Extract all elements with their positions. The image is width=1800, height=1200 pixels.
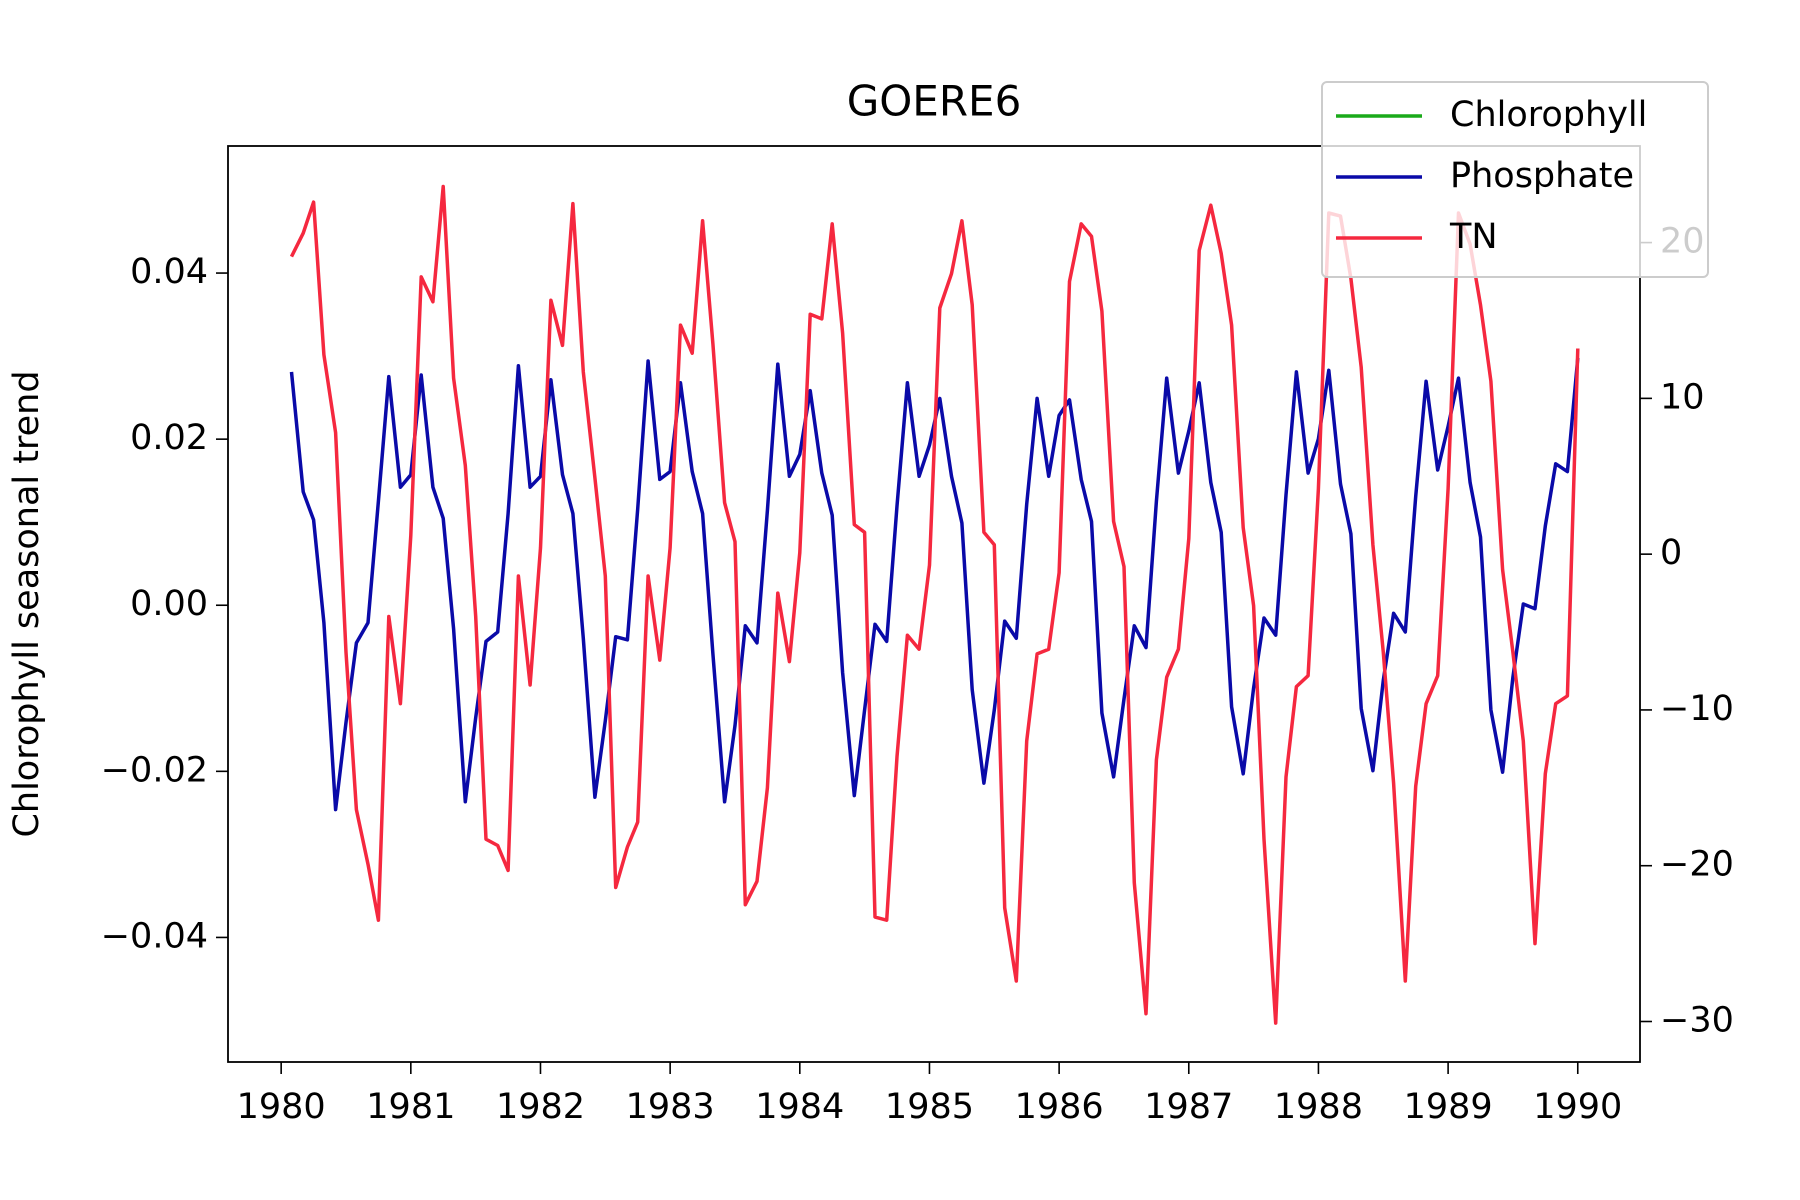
chart-title: GOERE6 xyxy=(847,77,1022,126)
y2-tick-label: −30 xyxy=(1660,1000,1734,1040)
x-tick-label: 1980 xyxy=(237,1087,326,1127)
legend-label: TN xyxy=(1449,217,1498,257)
x-tick-label: 1984 xyxy=(755,1087,844,1127)
y-tick-label: 0.00 xyxy=(130,584,208,624)
plot-frame xyxy=(227,145,1641,1063)
y-tick-label: 0.04 xyxy=(130,252,208,292)
x-tick-label: 1982 xyxy=(496,1087,585,1127)
y2-tick-label: −10 xyxy=(1660,689,1734,729)
x-tick-label: 1988 xyxy=(1274,1087,1363,1127)
legend-label: Chlorophyll xyxy=(1450,95,1647,135)
x-tick-label: 1987 xyxy=(1144,1087,1233,1127)
series-line xyxy=(289,184,1580,1025)
y2-tick-label: −20 xyxy=(1660,845,1734,885)
legend-box xyxy=(1321,81,1709,278)
x-tick-label: 1990 xyxy=(1533,1087,1622,1127)
x-tick-label: 1989 xyxy=(1404,1087,1493,1127)
y-tick-label: −0.04 xyxy=(101,916,208,956)
y2-tick-label: 0 xyxy=(1660,533,1682,573)
y2-tick-label: 10 xyxy=(1660,377,1705,417)
legend: Chlorophyll Phosphate TN xyxy=(1321,81,1709,278)
x-tick-label: 1986 xyxy=(1015,1087,1104,1127)
y-axis-label: Chlorophyll seasonal trend xyxy=(7,370,47,837)
legend-label: Phosphate xyxy=(1450,156,1634,196)
y-tick-label: 0.02 xyxy=(130,418,208,458)
x-tick-label: 1983 xyxy=(626,1087,715,1127)
x-tick-label: 1985 xyxy=(885,1087,974,1127)
x-tick-label: 1981 xyxy=(366,1087,455,1127)
y-tick-label: −0.02 xyxy=(101,750,208,790)
